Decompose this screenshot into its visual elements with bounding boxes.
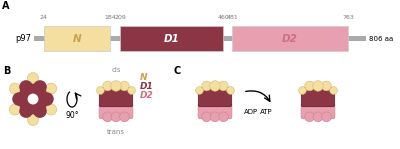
Text: A: A — [2, 1, 10, 11]
Circle shape — [40, 92, 54, 106]
Text: B: B — [3, 66, 10, 76]
Circle shape — [330, 87, 338, 94]
Text: N: N — [140, 73, 148, 82]
Text: 481: 481 — [226, 15, 238, 20]
Circle shape — [219, 112, 228, 122]
Text: 763: 763 — [342, 15, 354, 20]
Circle shape — [28, 73, 38, 84]
Text: D1: D1 — [140, 82, 154, 91]
Text: 90°: 90° — [65, 111, 79, 120]
Circle shape — [202, 112, 211, 122]
Circle shape — [96, 87, 104, 94]
Text: C: C — [173, 66, 180, 76]
Circle shape — [120, 81, 129, 91]
FancyBboxPatch shape — [99, 87, 133, 107]
Text: ADP: ADP — [244, 109, 258, 115]
Circle shape — [305, 81, 314, 91]
Text: 24: 24 — [40, 15, 48, 20]
Circle shape — [9, 83, 20, 94]
Text: N: N — [72, 34, 81, 44]
FancyBboxPatch shape — [120, 26, 224, 51]
Circle shape — [305, 112, 314, 122]
Circle shape — [16, 82, 50, 116]
Circle shape — [28, 114, 38, 125]
Circle shape — [103, 81, 112, 91]
Circle shape — [128, 87, 136, 94]
Circle shape — [313, 112, 323, 122]
Circle shape — [210, 81, 220, 91]
FancyBboxPatch shape — [198, 103, 232, 119]
Circle shape — [33, 104, 47, 118]
Circle shape — [19, 80, 33, 94]
Circle shape — [9, 104, 20, 115]
Circle shape — [19, 104, 33, 118]
Text: cis: cis — [111, 67, 121, 73]
Text: D2: D2 — [282, 34, 298, 44]
Circle shape — [46, 83, 57, 94]
Circle shape — [111, 112, 121, 122]
Text: 460: 460 — [218, 15, 229, 20]
FancyBboxPatch shape — [301, 103, 335, 119]
Text: D2: D2 — [140, 91, 154, 100]
FancyBboxPatch shape — [301, 87, 335, 107]
Circle shape — [322, 81, 331, 91]
Circle shape — [196, 87, 203, 94]
Circle shape — [218, 81, 228, 91]
Text: p97: p97 — [15, 34, 31, 43]
Circle shape — [33, 80, 47, 94]
Circle shape — [28, 94, 38, 104]
Circle shape — [313, 81, 323, 91]
Circle shape — [298, 87, 306, 94]
Circle shape — [322, 112, 331, 122]
Circle shape — [202, 81, 212, 91]
FancyBboxPatch shape — [44, 26, 110, 51]
Bar — [34, 37, 366, 41]
FancyBboxPatch shape — [99, 103, 133, 119]
Circle shape — [12, 92, 26, 106]
Text: 209: 209 — [114, 15, 126, 20]
Circle shape — [103, 112, 112, 122]
Circle shape — [210, 112, 220, 122]
Text: 184: 184 — [104, 15, 116, 20]
FancyBboxPatch shape — [198, 87, 232, 107]
Circle shape — [46, 104, 57, 115]
Text: ATP: ATP — [260, 109, 272, 115]
Text: 806 aa: 806 aa — [369, 36, 394, 42]
Circle shape — [120, 112, 129, 122]
FancyBboxPatch shape — [232, 26, 348, 51]
Text: D1: D1 — [164, 34, 180, 44]
Circle shape — [111, 81, 121, 91]
Text: trans: trans — [107, 129, 125, 135]
Circle shape — [227, 87, 234, 94]
